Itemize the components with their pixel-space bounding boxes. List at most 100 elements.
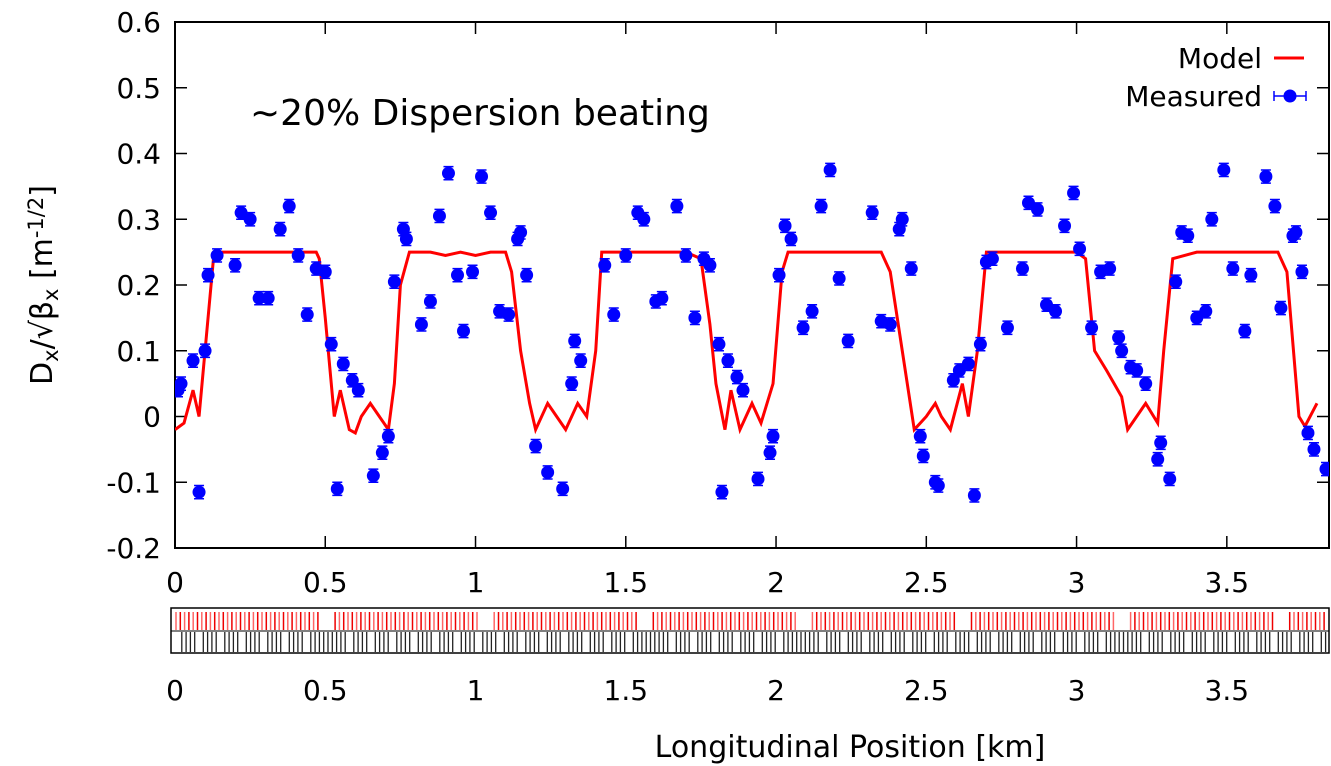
data-point [865,206,879,220]
data-point [318,265,332,279]
data-point [330,482,344,496]
data-point [252,291,266,305]
data-point [366,469,380,483]
x-tick-label: 3 [1068,674,1086,707]
data-point [1244,268,1258,282]
x-tick-label: 2 [767,674,785,707]
data-point [841,334,855,348]
data-point [1259,170,1273,184]
data-point [1112,331,1126,345]
x-tick-label: 1 [467,566,485,599]
data-point [904,262,918,276]
data-point [637,212,651,226]
data-point [336,357,350,371]
data-point [670,199,684,213]
model-line [175,250,1319,436]
data-point [1030,202,1044,216]
data-point [514,225,528,239]
data-point [1226,262,1240,276]
data-point [1307,442,1321,456]
data-point [282,199,296,213]
data-point [1130,363,1144,377]
data-point [607,308,621,322]
y-axis-label-part: x [39,289,63,301]
y-tick-label: 0.1 [116,335,161,368]
data-point [814,199,828,213]
data-point [985,252,999,266]
data-point [475,170,489,184]
data-point [351,383,365,397]
data-point [234,206,248,220]
data-point [441,166,455,180]
data-point [895,212,909,226]
data-point [291,248,305,262]
x-tick-label: 0.5 [303,674,348,707]
data-point [679,248,693,262]
x-tick-label: 3.5 [1205,566,1250,599]
data-point [1169,275,1183,289]
x-tick-label: 0 [166,674,184,707]
data-point [414,317,428,331]
data-point [778,219,792,233]
x-axis-label: Longitudinal Position [km] [655,730,1046,765]
data-point [763,446,777,460]
data-point [1040,298,1054,312]
x-tick-label: 2 [767,566,785,599]
data-point [175,377,188,391]
data-point [1205,212,1219,226]
x-tick-label: 3.5 [1205,674,1250,707]
data-point [1274,301,1288,315]
data-point [883,317,897,331]
legend-label: Model [1178,42,1262,75]
data-point [1139,377,1153,391]
y-tick-label: 0 [143,401,161,434]
data-point [1199,304,1213,318]
data-point [736,383,750,397]
data-point [655,291,669,305]
data-point [730,370,744,384]
y-tick-label: -0.1 [106,466,161,499]
data-point [484,206,498,220]
x-tick-label: 1.5 [604,674,649,707]
data-point [1154,436,1168,450]
y-tick-label: 0.2 [116,269,161,302]
plot-area [175,162,1329,503]
y-axis-label-part: ] [25,185,60,197]
data-point [541,465,555,479]
y-axis-label-part: D [25,362,60,385]
data-point [931,479,945,493]
y-axis-label-part: -1/2 [24,197,48,238]
data-point [796,321,810,335]
data-point [432,209,446,223]
data-point [913,429,927,443]
data-point [381,429,395,443]
data-point [466,265,480,279]
data-point [688,311,702,325]
data-point [1295,265,1309,279]
y-tick-label: -0.2 [106,532,161,565]
x-tick-label: 2.5 [904,674,949,707]
y-axis-label: Dx/√βx [m-1/2] [24,185,64,385]
data-point [805,304,819,318]
data-point [823,163,837,177]
data-point [324,337,338,351]
y-tick-label: 0.3 [116,203,161,236]
data-point [1151,452,1165,466]
data-point [574,354,588,368]
data-point [715,485,729,499]
data-point [721,354,735,368]
annotation: ∼20% Dispersion beating [250,93,710,134]
data-point [1015,262,1029,276]
data-point [192,485,206,499]
data-point [1000,321,1014,335]
data-point [967,488,981,502]
data-point [712,337,726,351]
y-axis-label-part: x [39,349,63,361]
data-point [961,357,975,371]
data-point [399,232,413,246]
x-tick-label: 1.5 [604,566,649,599]
data-point [520,268,534,282]
data-point [556,482,570,496]
y-tick-label: 0.4 [116,138,161,171]
data-point [565,377,579,391]
